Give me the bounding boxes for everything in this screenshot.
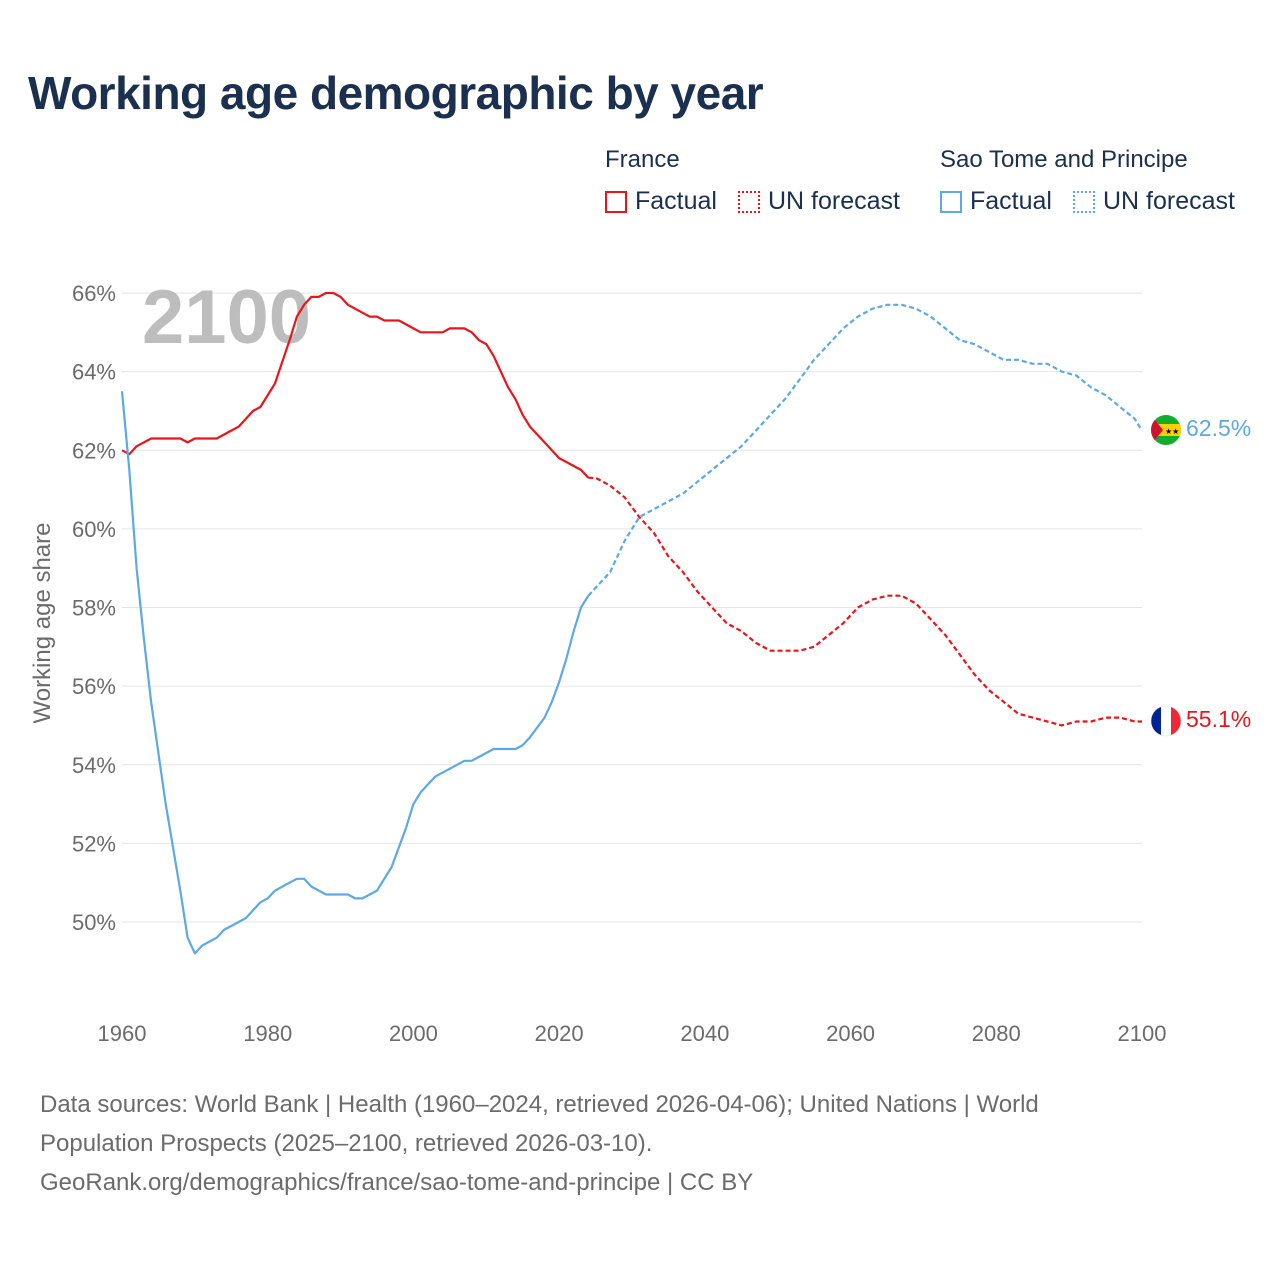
legend-label: Factual: [635, 187, 717, 215]
legend-stp-forecast[interactable]: UN forecast: [1073, 187, 1235, 216]
series-line-sao-tome-factual: [120, 391, 590, 955]
x-tick-label: 2060: [826, 1021, 875, 1046]
legend-swatch-dotted-icon: [738, 190, 760, 213]
sao-tome-flag-icon: ★★: [1151, 415, 1181, 445]
y-tick-label: 62%: [72, 438, 116, 463]
legend-stp-factual[interactable]: Factual: [940, 187, 1052, 216]
chart-title: Working age demographic by year: [28, 67, 764, 119]
footer-line: Data sources: World Bank | Health (1960–…: [40, 1091, 1039, 1118]
y-tick-label: 60%: [72, 517, 116, 542]
y-tick-label: 58%: [72, 596, 116, 621]
legend-group-stp: Sao Tome and Principe: [940, 146, 1188, 173]
end-value-label-stp: 62.5%: [1186, 415, 1251, 441]
legend-group-france: France: [605, 146, 680, 173]
x-tick-label: 2020: [535, 1021, 584, 1046]
legend-label: Factual: [970, 187, 1052, 215]
y-axis-title: Working age share: [29, 523, 56, 724]
y-tick-label: 64%: [72, 360, 116, 385]
end-value-label-france: 55.1%: [1186, 706, 1251, 732]
france-flag-icon: [1151, 706, 1181, 736]
y-tick-label: 66%: [72, 281, 116, 306]
legend-swatch-solid-icon: [605, 190, 627, 213]
x-tick-label: 2040: [680, 1021, 729, 1046]
series-line-france-factual: [121, 291, 590, 479]
legend-label: UN forecast: [768, 187, 900, 215]
series-line-sao-tome-forecast: [587, 303, 1143, 597]
y-tick-label: 52%: [72, 831, 116, 856]
x-tick-label: 1960: [98, 1021, 147, 1046]
svg-text:★★: ★★: [1165, 427, 1179, 436]
y-tick-label: 50%: [72, 910, 116, 935]
legend-france-factual[interactable]: Factual: [605, 187, 717, 216]
x-tick-label: 1980: [243, 1021, 292, 1046]
y-tick-label: 56%: [72, 674, 116, 699]
footer-line: Population Prospects (2025–2100, retriev…: [40, 1130, 653, 1157]
series-line-france-forecast: [588, 476, 1142, 727]
legend-swatch-solid-icon: [940, 190, 962, 213]
x-tick-label: 2080: [972, 1021, 1021, 1046]
x-tick-label: 2000: [389, 1021, 438, 1046]
legend-france-forecast[interactable]: UN forecast: [738, 187, 900, 216]
y-tick-label: 54%: [72, 753, 116, 778]
x-tick-label: 2100: [1118, 1021, 1167, 1046]
legend-swatch-dotted-icon: [1073, 190, 1095, 213]
year-watermark: 2100: [142, 275, 311, 360]
footer-line: GeoRank.org/demographics/france/sao-tome…: [40, 1169, 754, 1196]
legend-label: UN forecast: [1103, 187, 1235, 215]
footer-sources: Data sources: World Bank | Health (1960–…: [40, 1085, 1240, 1202]
